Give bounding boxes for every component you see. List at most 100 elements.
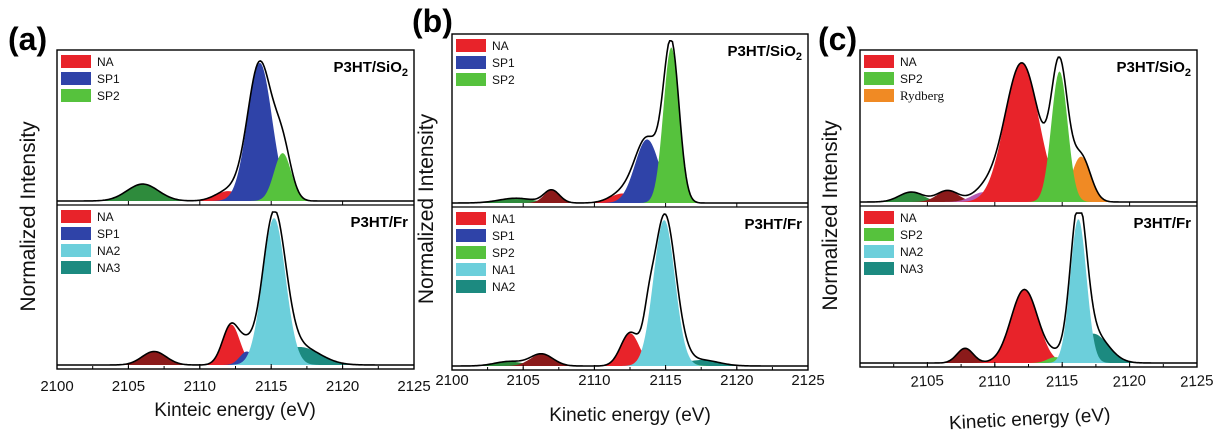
peak-component	[860, 289, 1197, 363]
y-axis-label: Normalized Intensity	[819, 120, 842, 311]
x-tick-label: 2120	[326, 378, 359, 395]
sample-label: P3HT/SiO2	[334, 59, 408, 79]
legend-swatch	[864, 228, 894, 241]
peak-component	[57, 324, 414, 365]
x-tick-label: 2110	[184, 378, 216, 395]
legend-swatch	[456, 56, 486, 69]
fit-envelope	[452, 213, 808, 367]
legend-swatch	[456, 246, 486, 259]
legend-label: SP2	[900, 72, 923, 86]
peak-component	[860, 190, 1197, 202]
legend-swatch	[864, 245, 894, 258]
panel-letter: (a)	[8, 21, 47, 57]
subplot-1: NA SP2 NA2 NA3 P3HT/Fr	[860, 211, 1197, 364]
panel-letter: (b)	[412, 3, 453, 39]
legend-label: NA	[97, 210, 114, 224]
panel-letter: (c)	[818, 21, 857, 57]
x-tick-label: 2115	[1045, 372, 1078, 391]
x-tick-label: 2105	[507, 372, 540, 389]
fit-envelope	[860, 212, 1197, 364]
legend-label: NA3	[900, 262, 924, 276]
legend-swatch	[61, 55, 91, 68]
panel-0: (a) Normalized Intensity Kinteic energy (e…	[8, 21, 431, 421]
y-axis-label: Normalized Intensity	[415, 113, 438, 304]
x-tick-label: 2125	[1180, 372, 1214, 391]
sample-name: P3HT/SiO	[334, 59, 403, 76]
sample-label: P3HT/SiO2	[1117, 59, 1191, 79]
legend-label: NA	[900, 55, 917, 69]
sample-label: P3HT/Fr	[744, 216, 802, 233]
legend-label: NA	[900, 211, 917, 225]
x-tick-label: 2125	[397, 378, 430, 395]
legend-swatch	[61, 72, 91, 85]
sample-name: P3HT/SiO	[728, 43, 797, 60]
subplot-0: NA SP1 SP2 P3HT/SiO2	[57, 55, 414, 202]
sample-name: P3HT/Fr	[1133, 215, 1191, 232]
sample-label: P3HT/Fr	[350, 214, 408, 231]
subplot-1: NA SP1 NA2 NA3 P3HT/Fr	[57, 210, 414, 366]
sample-subscript: 2	[796, 51, 802, 63]
legend-label: SP2	[97, 89, 120, 103]
legend-label: NA3	[97, 261, 121, 275]
legend-label: SP1	[97, 72, 120, 86]
x-axis-label: Kinetic energy (eV)	[549, 405, 711, 426]
fit-envelope	[451, 40, 808, 204]
legend-swatch	[61, 261, 91, 274]
x-tick-label: 2115	[649, 372, 681, 389]
x-axis-label: Kinetic energy (eV)	[948, 405, 1110, 434]
legend-label: SP1	[492, 229, 515, 243]
sample-name: P3HT/SiO	[1117, 59, 1186, 76]
x-tick-label: 2100	[40, 378, 73, 395]
legend-label: SP1	[97, 227, 120, 241]
legend-swatch	[864, 211, 894, 224]
sample-name: P3HT/Fr	[350, 214, 408, 231]
legend-swatch	[61, 244, 91, 257]
x-tick-label: 2110	[578, 372, 610, 389]
x-tick-label: 2105	[910, 372, 944, 391]
legend-swatch	[456, 73, 486, 86]
peak-component	[57, 351, 414, 365]
peak-component	[452, 333, 808, 366]
y-axis-label: Normalized Intensity	[17, 121, 40, 312]
legend-label: NA2	[900, 245, 924, 259]
fit-envelope	[860, 56, 1197, 203]
legend-label: NA1	[492, 263, 516, 277]
legend-swatch	[61, 227, 91, 240]
fit-envelope	[57, 59, 414, 202]
legend-swatch	[61, 210, 91, 223]
legend-swatch	[456, 39, 486, 52]
fit-envelope	[57, 211, 414, 366]
legend-swatch	[864, 89, 894, 102]
x-tick-label: 2120	[1112, 372, 1146, 391]
legend-label: NA1	[492, 212, 516, 226]
legend-label: SP2	[492, 246, 515, 260]
legend-swatch	[61, 89, 91, 102]
sample-label: P3HT/SiO2	[728, 43, 802, 63]
x-tick-label: 2120	[720, 372, 753, 389]
subplot-1: NA1 SP1 SP2 NA1 NA2 P3HT/Fr	[452, 212, 808, 367]
peak-component	[860, 333, 1197, 363]
legend-label: NA2	[97, 244, 121, 258]
legend-label: SP2	[492, 73, 515, 87]
legend-swatch	[864, 55, 894, 68]
legend-swatch	[456, 229, 486, 242]
x-axis-label: Kinteic energy (eV)	[154, 400, 316, 421]
legend-swatch	[456, 263, 486, 276]
legend-label: NA2	[492, 280, 516, 294]
peak-component	[860, 62, 1197, 202]
peak-component	[57, 347, 414, 365]
subplot-0: NA SP2 Rydberg P3HT/SiO2	[860, 55, 1197, 203]
peak-component	[860, 192, 1197, 202]
legend-swatch	[864, 72, 894, 85]
legend-label: Rydberg	[900, 88, 945, 103]
legend-swatch	[456, 280, 486, 293]
legend-label: NA	[97, 55, 114, 69]
sample-subscript: 2	[402, 67, 408, 79]
legend-label: NA	[492, 39, 509, 53]
sample-name: P3HT/Fr	[744, 216, 802, 233]
peak-component	[452, 139, 808, 203]
legend-swatch	[456, 212, 486, 225]
peak-component	[452, 354, 808, 366]
peak-component	[452, 190, 808, 203]
legend-label: SP2	[900, 228, 923, 242]
